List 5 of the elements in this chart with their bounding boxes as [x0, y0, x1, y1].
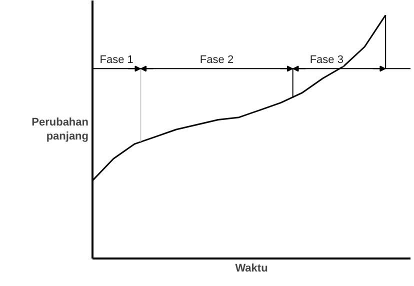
annotation: Fase 3	[310, 54, 344, 66]
annotation: Fase 1	[100, 54, 134, 66]
annotation: Fase 2	[200, 54, 234, 66]
y-axis-title: Perubahan panjang	[32, 116, 89, 143]
x-axis-title: Waktu	[235, 262, 268, 274]
